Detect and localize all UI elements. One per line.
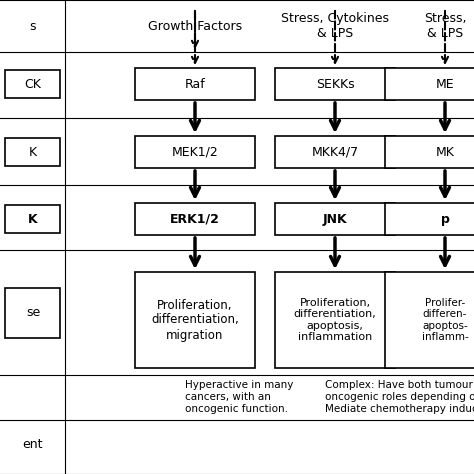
Text: Raf: Raf xyxy=(185,78,205,91)
Bar xyxy=(385,136,474,168)
Text: Proliferation,
differentiation,
migration: Proliferation, differentiation, migratio… xyxy=(151,299,239,341)
Bar xyxy=(6,138,61,166)
Text: CK: CK xyxy=(25,78,41,91)
Bar xyxy=(275,272,395,368)
Bar xyxy=(135,68,255,100)
Bar xyxy=(275,68,395,100)
Text: SEKKs: SEKKs xyxy=(316,78,354,91)
Text: p: p xyxy=(440,212,449,226)
Text: MEK1/2: MEK1/2 xyxy=(172,146,219,158)
Text: Hyperactive in many
cancers, with an
oncogenic function.: Hyperactive in many cancers, with an onc… xyxy=(185,381,293,414)
Text: Complex: Have both tumour suppr...
oncogenic roles depending on tum-
Mediate che: Complex: Have both tumour suppr... oncog… xyxy=(325,381,474,414)
Text: K: K xyxy=(29,146,37,158)
Text: Prolifer-
differen-
apoptos-
inflamm-: Prolifer- differen- apoptos- inflamm- xyxy=(422,298,468,342)
Text: ERK1/2: ERK1/2 xyxy=(170,212,220,226)
Text: Growth Factors: Growth Factors xyxy=(148,19,242,33)
Text: Proliferation,
differentiation,
apoptosis,
inflammation: Proliferation, differentiation, apoptosi… xyxy=(293,298,376,342)
Bar xyxy=(135,272,255,368)
Text: ME: ME xyxy=(436,78,454,91)
Text: ent: ent xyxy=(23,438,43,452)
Text: MKK4/7: MKK4/7 xyxy=(311,146,358,158)
Text: JNK: JNK xyxy=(323,212,347,226)
Text: Stress, Cytokines
& LPS: Stress, Cytokines & LPS xyxy=(281,12,389,40)
Bar xyxy=(385,68,474,100)
Bar xyxy=(275,136,395,168)
Text: se: se xyxy=(26,307,40,319)
Bar xyxy=(385,272,474,368)
Bar xyxy=(135,136,255,168)
Bar xyxy=(6,288,61,338)
Bar xyxy=(135,203,255,235)
Text: MK: MK xyxy=(436,146,455,158)
Text: Stress,
& LPS: Stress, & LPS xyxy=(424,12,466,40)
Bar xyxy=(6,70,61,98)
Text: s: s xyxy=(30,19,36,33)
Bar xyxy=(385,203,474,235)
Text: K: K xyxy=(28,212,38,226)
Bar xyxy=(275,203,395,235)
Bar xyxy=(6,205,61,233)
